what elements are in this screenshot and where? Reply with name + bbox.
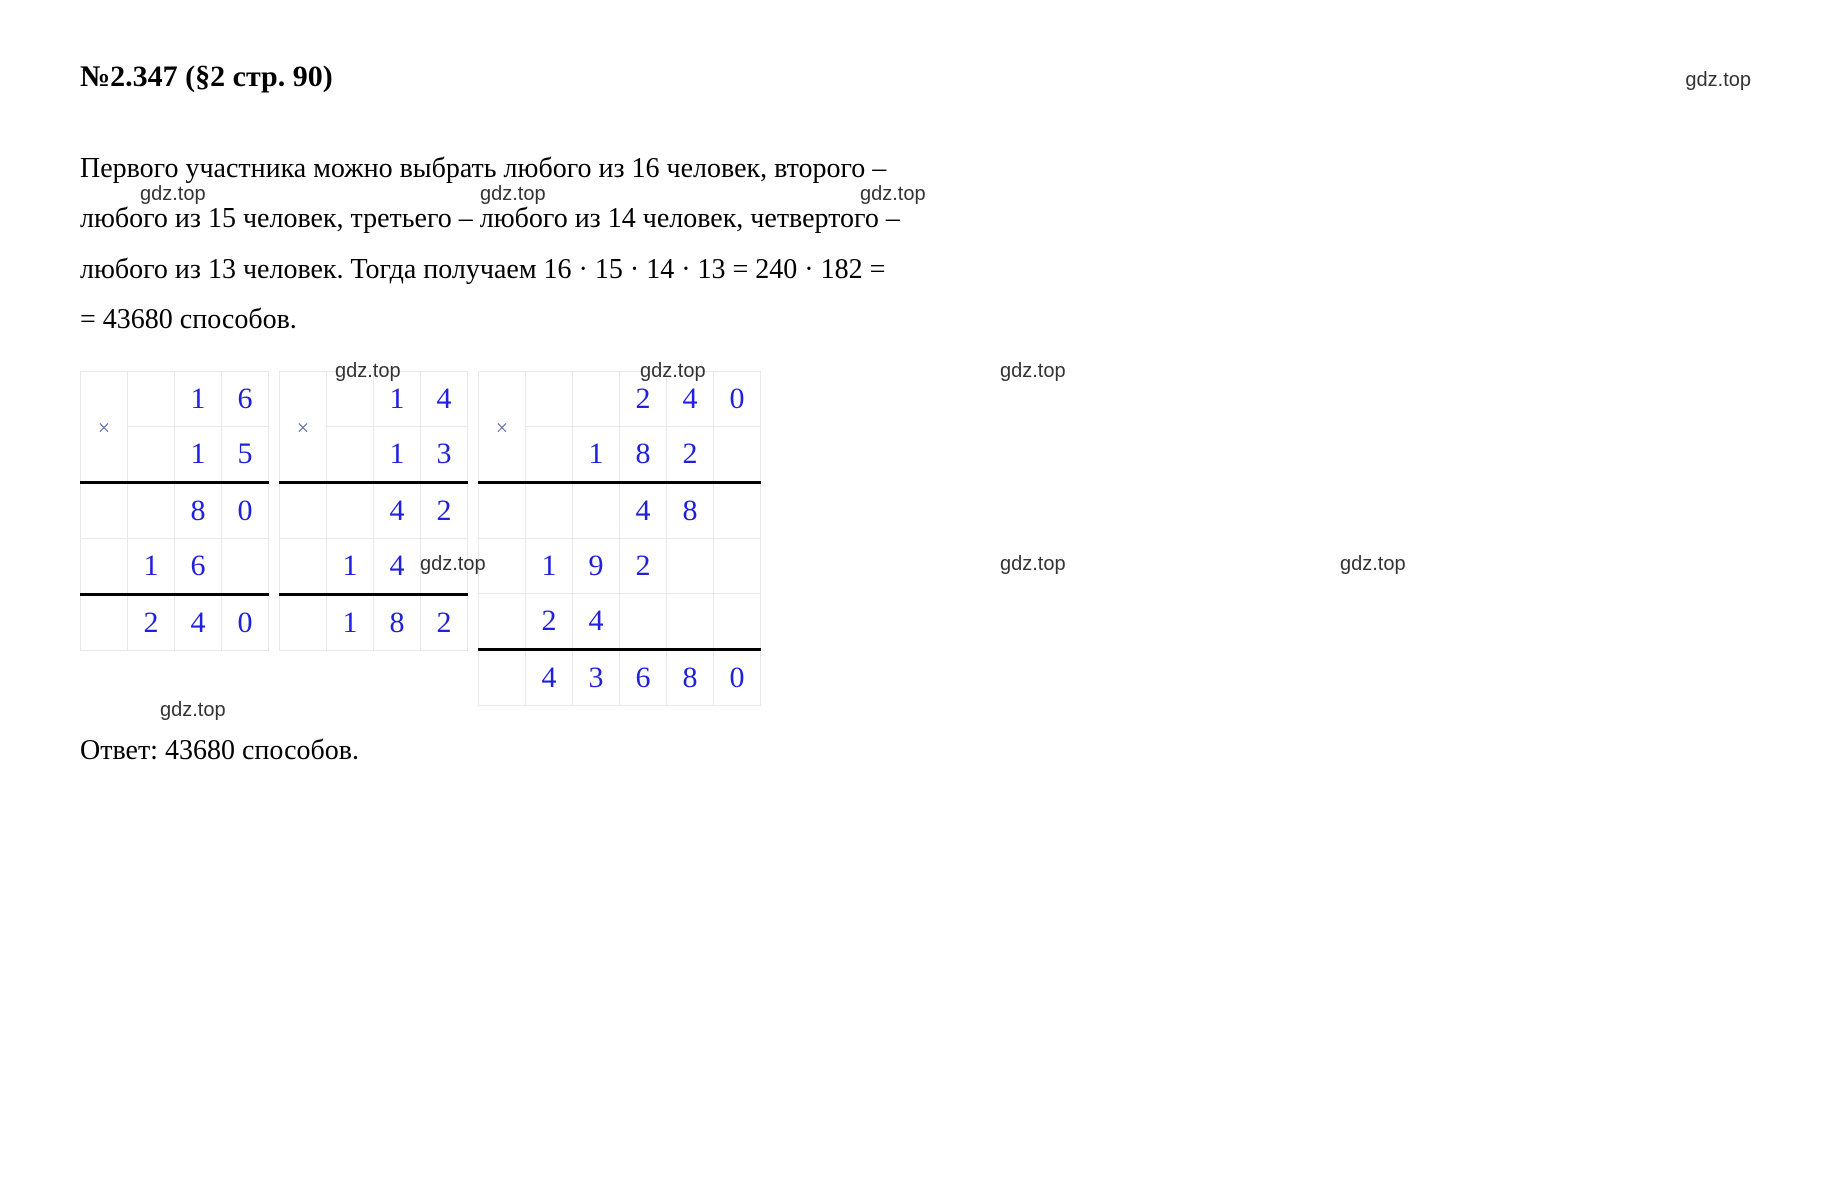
- mult-cell: [327, 426, 374, 482]
- mult-cell: 0: [222, 482, 269, 538]
- solution-paragraph: Первого участника можно выбрать любого и…: [80, 144, 1751, 346]
- watermark-tables-1: gdz.top: [335, 353, 401, 389]
- para-line-3: любого из 13 человек. Тогда получаем 16 …: [80, 245, 1751, 295]
- watermark-tables-2: gdz.top: [640, 353, 706, 389]
- mult-cell: [128, 426, 175, 482]
- mult-cell: 6: [620, 649, 667, 705]
- mult-cell: [81, 594, 128, 650]
- watermark-top-right: gdz.top: [1685, 62, 1751, 98]
- mult-cell: 4: [175, 594, 222, 650]
- mult-cell: [479, 649, 526, 705]
- mult-table-3: ×240182481922443680: [478, 371, 761, 706]
- watermark-tables-3: gdz.top: [1000, 353, 1066, 389]
- mult-cell: 9: [573, 538, 620, 593]
- mult-cell: [573, 482, 620, 538]
- mult-cell: 4: [526, 649, 573, 705]
- mult-operator: ×: [479, 371, 526, 482]
- mult-cell: 6: [222, 371, 269, 426]
- watermark-inline-2: gdz.top: [480, 176, 546, 212]
- mult-cell: [667, 593, 714, 649]
- mult-cell: 6: [175, 538, 222, 594]
- mult-cell: [222, 538, 269, 594]
- mult-cell: 8: [620, 426, 667, 482]
- mult-cell: 8: [175, 482, 222, 538]
- mult-cell: [280, 482, 327, 538]
- mult-cell: 2: [421, 594, 468, 650]
- mult-cell: [479, 482, 526, 538]
- mult-cell: [714, 482, 761, 538]
- mult-cell: 1: [526, 538, 573, 593]
- mult-cell: 1: [175, 426, 222, 482]
- mult-cell: 4: [374, 538, 421, 594]
- mult-cell: 3: [573, 649, 620, 705]
- mult-cell: 2: [526, 593, 573, 649]
- mult-cell: 0: [222, 594, 269, 650]
- mult-operator: ×: [280, 371, 327, 482]
- watermark-inline-3: gdz.top: [860, 176, 926, 212]
- mult-cell: [714, 538, 761, 593]
- mult-cell: [81, 482, 128, 538]
- mult-cell: [714, 593, 761, 649]
- mult-cell: 8: [667, 482, 714, 538]
- problem-title: №2.347 (§2 стр. 90): [80, 50, 333, 104]
- mult-cell: [526, 426, 573, 482]
- mult-cell: 1: [374, 426, 421, 482]
- mult-cell: 8: [374, 594, 421, 650]
- mult-cell: [81, 538, 128, 594]
- mult-cell: 2: [128, 594, 175, 650]
- watermark-inline-1: gdz.top: [140, 176, 206, 212]
- mult-cell: [526, 482, 573, 538]
- mult-cell: [620, 593, 667, 649]
- mult-cell: [280, 538, 327, 594]
- multiplication-tables: ×16158016240 ×14134214182 ×2401824819224…: [80, 371, 1751, 706]
- mult-cell: [714, 426, 761, 482]
- watermark-mid-3: gdz.top: [1340, 546, 1406, 582]
- mult-cell: [526, 371, 573, 426]
- answer-line: Ответ: 43680 способов.: [80, 726, 1751, 776]
- mult-cell: 4: [620, 482, 667, 538]
- para-line-4: = 43680 способов.: [80, 295, 1751, 345]
- mult-cell: [667, 538, 714, 593]
- mult-cell: 2: [421, 482, 468, 538]
- mult-operator: ×: [81, 371, 128, 482]
- mult-cell: [327, 482, 374, 538]
- mult-cell: 4: [573, 593, 620, 649]
- mult-cell: 2: [620, 538, 667, 593]
- mult-cell: [479, 593, 526, 649]
- mult-cell: 2: [667, 426, 714, 482]
- mult-cell: 4: [421, 371, 468, 426]
- mult-cell: 5: [222, 426, 269, 482]
- watermark-bottom: gdz.top: [160, 692, 226, 728]
- mult-cell: [128, 371, 175, 426]
- mult-table-1: ×16158016240: [80, 371, 269, 651]
- watermark-mid-2: gdz.top: [1000, 546, 1066, 582]
- header: №2.347 (§2 стр. 90) gdz.top: [80, 50, 1751, 104]
- mult-cell: 1: [327, 538, 374, 594]
- mult-cell: 1: [128, 538, 175, 594]
- mult-cell: [573, 371, 620, 426]
- mult-cell: [280, 594, 327, 650]
- mult-cell: 8: [667, 649, 714, 705]
- mult-cell: [128, 482, 175, 538]
- mult-cell: 1: [327, 594, 374, 650]
- watermark-mid-1: gdz.top: [420, 546, 486, 582]
- mult-cell: 4: [374, 482, 421, 538]
- mult-table-2: ×14134214182: [279, 371, 468, 651]
- mult-cell: 0: [714, 371, 761, 426]
- mult-cell: 1: [175, 371, 222, 426]
- mult-cell: 3: [421, 426, 468, 482]
- mult-cell: 1: [573, 426, 620, 482]
- mult-cell: 0: [714, 649, 761, 705]
